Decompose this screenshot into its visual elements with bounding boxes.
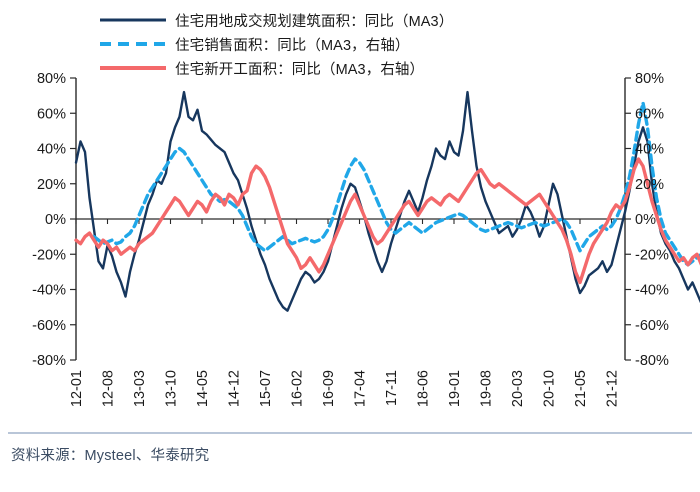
y-axis-left-tick-label: 80% [37, 71, 66, 87]
x-axis-tick-label: 16-02 [290, 370, 306, 407]
legend-swatch-navy-solid-line-icon [100, 14, 166, 26]
y-axis-left-tick-label: -40% [32, 283, 66, 299]
x-axis-tick-label: 15-07 [258, 370, 274, 407]
y-axis-right-tick-label: -80% [635, 353, 669, 369]
y-axis-right-tick-label: 20% [635, 177, 664, 193]
legend-swatch-red-solid-line-icon [100, 62, 166, 74]
y-axis-right-labels: 80% 60% 40% 20% 0% -20% -40% -60% -80% [635, 71, 669, 369]
y-axis-right-tick-label: 60% [635, 106, 664, 122]
y-axis-right-tick-label: 80% [635, 71, 664, 87]
chart-axes [70, 77, 631, 361]
chart-legend: 住宅用地成交规划建筑面积：同比（MA3） 住宅销售面积：同比（MA3，右轴） 住… [100, 8, 660, 80]
legend-item-land-transaction-area: 住宅用地成交规划建筑面积：同比（MA3） [100, 8, 660, 32]
legend-swatch-cyan-dashed-line-icon [100, 38, 166, 50]
x-axis-tick-label: 18-06 [416, 370, 432, 407]
footer-divider [8, 432, 692, 434]
x-axis-tick-label: 21-05 [573, 370, 589, 407]
y-axis-right-tick-label: -20% [635, 247, 669, 263]
y-axis-left-tick-label: -80% [32, 353, 66, 369]
legend-label-residential-sales-area: 住宅销售面积：同比（MA3，右轴） [175, 37, 410, 54]
x-axis-tick-label: 13-03 [132, 370, 148, 407]
y-axis-right-tick-label: 40% [635, 142, 664, 158]
y-axis-left-tick-label: -20% [32, 247, 66, 263]
y-axis-left-tick-label: 20% [37, 177, 66, 193]
x-axis-tick-label: 19-08 [479, 370, 495, 407]
x-axis-tick-label: 14-12 [227, 370, 243, 407]
y-axis-left-tick-label: 40% [37, 142, 66, 158]
chart-plot-area: 80% 60% 40% 20% 0% -20% -40% -60% -80% 80% 60% 40%… [32, 71, 700, 407]
source-text: 资料来源：Mysteel、华泰研究 [11, 448, 210, 464]
x-axis-labels: 12-01 12-08 13-03 13-10 14-05 14-12 15-07 16-02… [69, 370, 621, 407]
x-axis-tick-label: 20-10 [542, 370, 558, 407]
x-axis-tick-label: 12-01 [69, 370, 85, 407]
legend-label-new-construction-area: 住宅新开工面积：同比（MA3，右轴） [175, 61, 425, 78]
y-axis-left-tick-label: -60% [32, 318, 66, 334]
x-axis-tick-label: 20-03 [510, 370, 526, 407]
x-axis-tick-label: 17-04 [353, 370, 369, 407]
x-axis-tick-label: 17-11 [384, 370, 400, 406]
y-axis-right-tick-label: 0% [635, 212, 656, 228]
series-line-1 [92, 100, 700, 267]
x-axis-tick-label: 16-09 [321, 370, 337, 407]
legend-item-residential-sales-area: 住宅销售面积：同比（MA3，右轴） [100, 32, 660, 56]
legend-label-land-transaction-area: 住宅用地成交规划建筑面积：同比（MA3） [175, 13, 454, 30]
series-line-0 [74, 90, 700, 312]
y-axis-right-tick-label: -60% [635, 318, 669, 334]
chart-series-group [74, 90, 700, 312]
y-axis-right-tick-label: -40% [635, 283, 669, 299]
x-axis-tick-label: 19-01 [447, 370, 463, 407]
x-axis-tick-label: 21-12 [605, 370, 621, 407]
line-chart-svg: 80% 60% 40% 20% 0% -20% -40% -60% -80% 80% 60% 40%… [32, 71, 700, 407]
legend-item-new-construction-area: 住宅新开工面积：同比（MA3，右轴） [100, 56, 660, 80]
y-axis-left-tick-label: 0% [45, 212, 66, 228]
y-axis-left-labels: 80% 60% 40% 20% 0% -20% -40% -60% -80% [32, 71, 66, 369]
x-axis-tick-label: 14-05 [195, 370, 211, 407]
y-axis-left-tick-label: 60% [37, 106, 66, 122]
x-axis-tick-label: 13-10 [164, 370, 180, 407]
chart-footer: 资料来源：Mysteel、华泰研究 [8, 432, 692, 476]
x-axis-tick-label: 12-08 [101, 370, 117, 407]
series-line-2 [74, 157, 700, 285]
